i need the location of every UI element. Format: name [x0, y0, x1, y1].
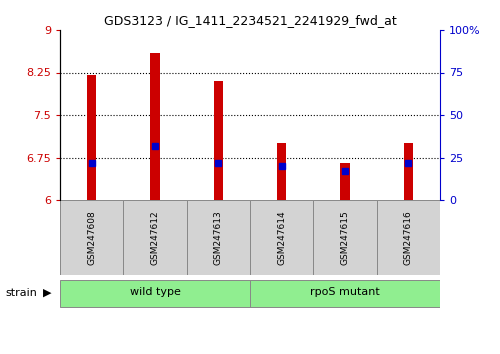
Bar: [314, 200, 376, 275]
Text: rpoS mutant: rpoS mutant: [310, 287, 380, 297]
Bar: [250, 200, 314, 275]
Text: GSM247612: GSM247612: [150, 210, 160, 265]
Text: wild type: wild type: [130, 287, 180, 297]
Title: GDS3123 / IG_1411_2234521_2241929_fwd_at: GDS3123 / IG_1411_2234521_2241929_fwd_at: [104, 15, 397, 28]
Bar: [250, 280, 440, 307]
Bar: [214, 81, 223, 200]
Text: GSM247615: GSM247615: [340, 210, 349, 265]
Bar: [124, 200, 186, 275]
Bar: [60, 200, 124, 275]
Text: GSM247616: GSM247616: [404, 210, 413, 265]
Text: GSM247608: GSM247608: [87, 210, 96, 265]
Bar: [376, 200, 440, 275]
Bar: [60, 280, 250, 307]
Text: ▶: ▶: [42, 288, 51, 298]
Text: strain: strain: [5, 288, 37, 298]
Bar: [87, 75, 97, 200]
Text: GSM247614: GSM247614: [277, 210, 286, 265]
Bar: [186, 200, 250, 275]
Bar: [150, 53, 160, 200]
Text: GSM247613: GSM247613: [214, 210, 223, 265]
Bar: [340, 163, 350, 200]
Bar: [404, 143, 413, 200]
Bar: [277, 143, 286, 200]
